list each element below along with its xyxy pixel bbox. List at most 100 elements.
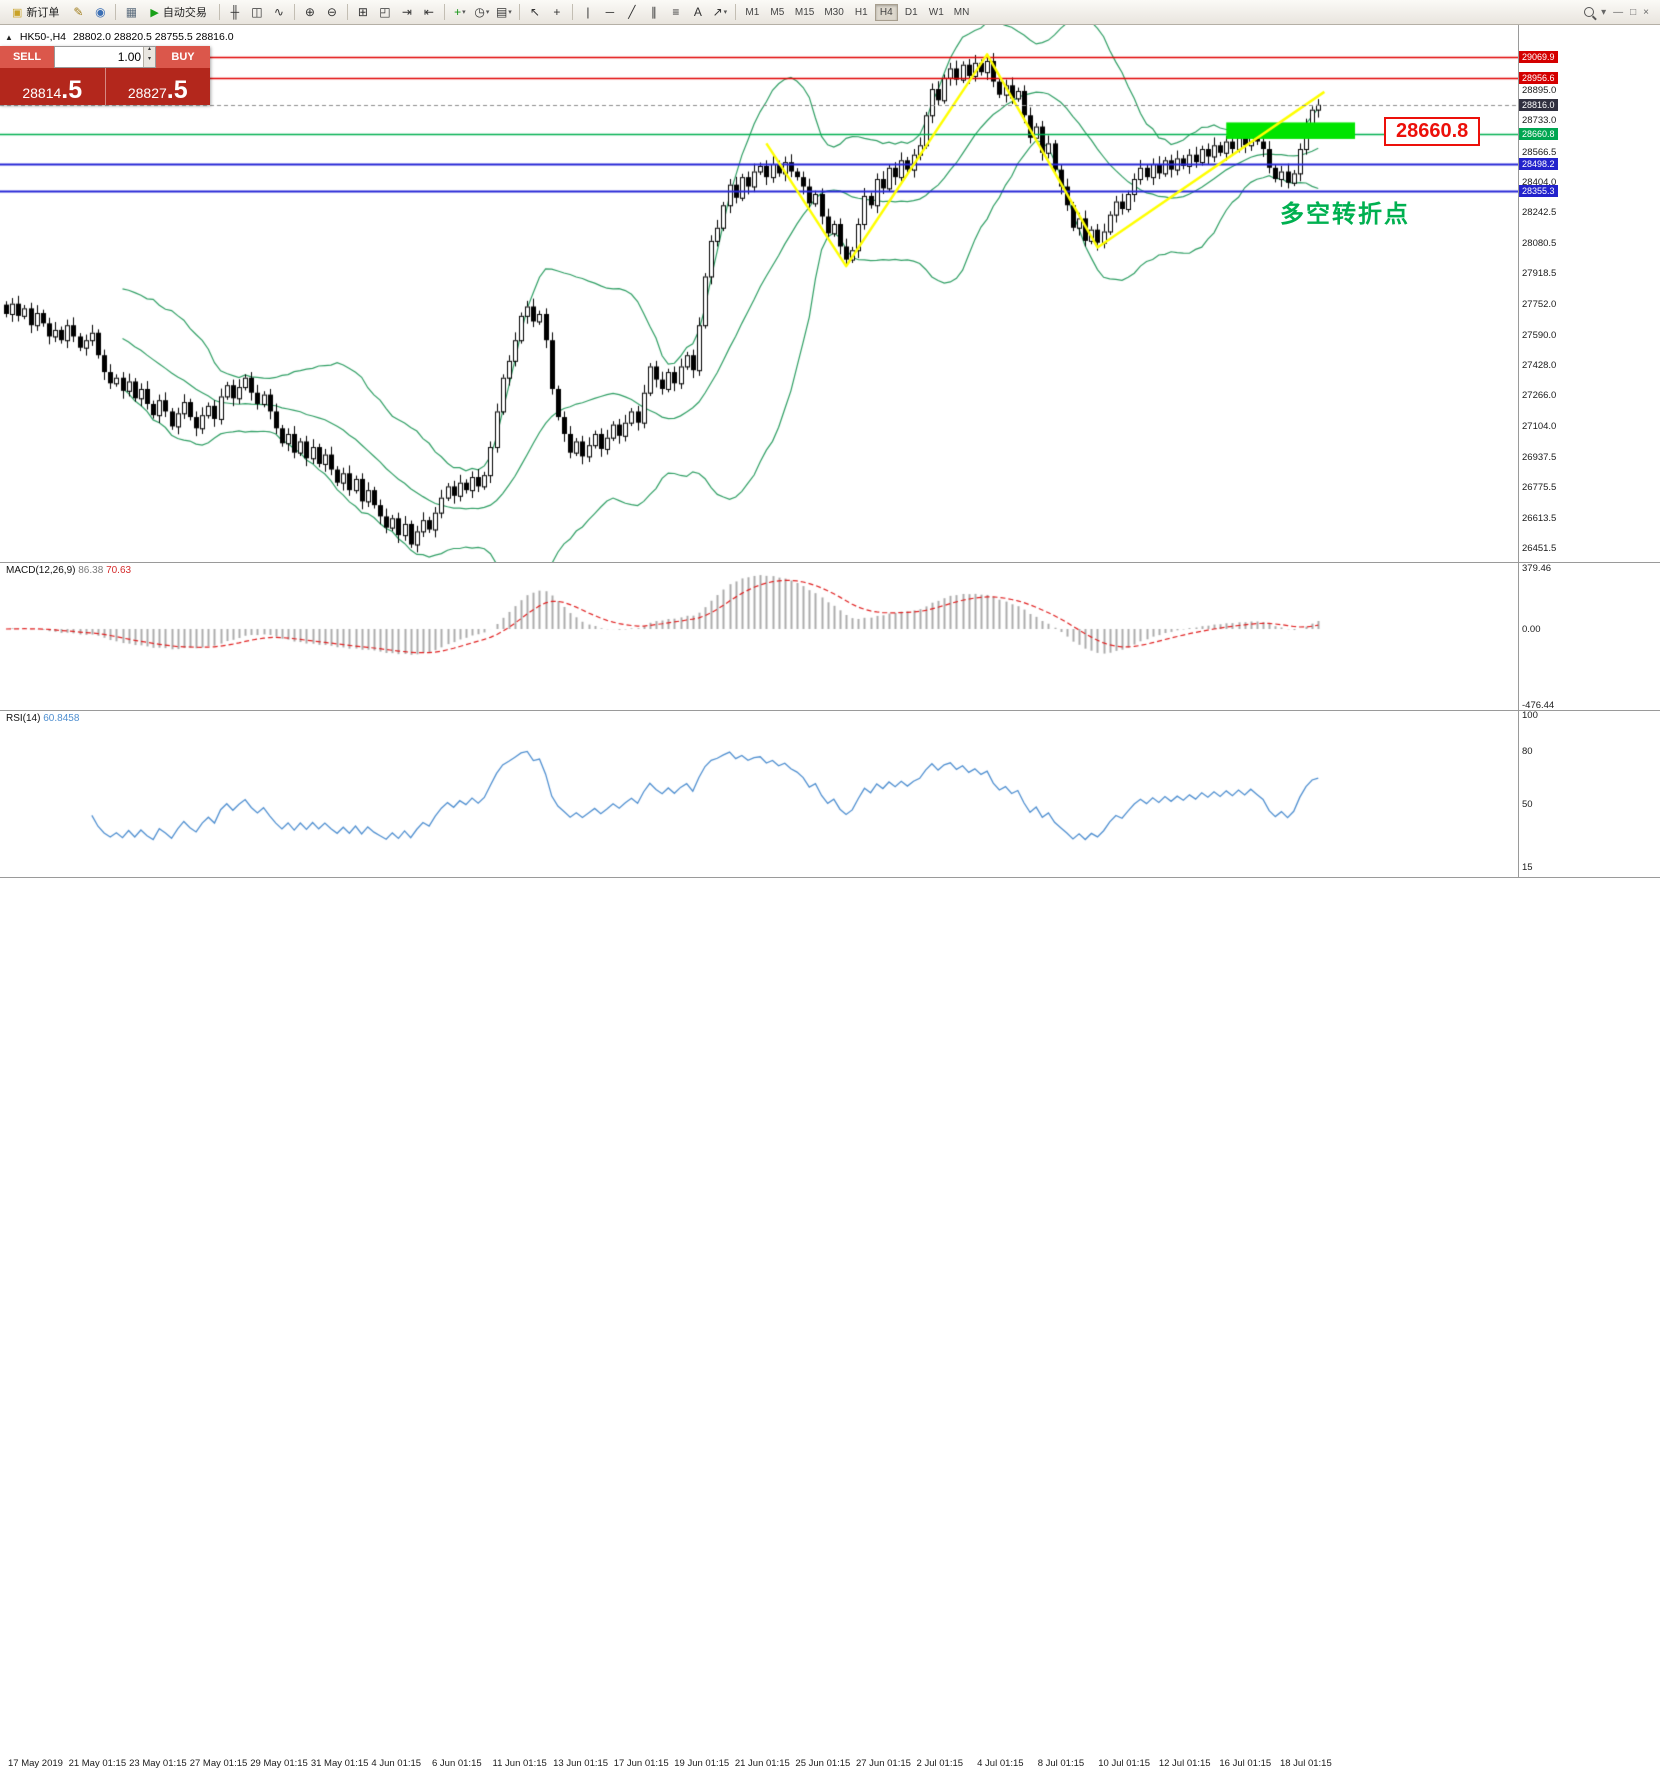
indicators-add-icon[interactable]: + ▾ [454, 5, 466, 19]
price-tag: 28498.2 [1519, 158, 1558, 171]
chart-header: ▲ HK50-,H4 28802.0 28820.5 28755.5 28816… [5, 31, 234, 43]
new-order-button[interactable]: ▣ 新订单 [5, 3, 66, 22]
time-axis-label: 21 May 01:15 [68, 1758, 127, 1769]
zoom-in-icon[interactable]: ⊕ [304, 5, 315, 19]
price-level-label[interactable]: 28660.8 [1384, 117, 1481, 146]
price-axis-label: 26613.5 [1522, 512, 1557, 524]
timeframe-w1-button[interactable]: W1 [925, 4, 948, 21]
volume-down-icon[interactable]: ▾ [148, 56, 152, 62]
channel-icon[interactable]: ∥ [650, 5, 657, 19]
zoom-out-icon[interactable]: ⊖ [326, 5, 337, 19]
time-axis-label: 21 Jun 01:15 [734, 1758, 790, 1769]
crosshair-icon[interactable]: + [553, 5, 561, 19]
rsi-axis-label: 80 [1522, 745, 1533, 757]
timeframe-m15-button[interactable]: M15 [791, 4, 818, 21]
toolbar-separator [115, 4, 117, 20]
toolbar-separator [218, 4, 220, 20]
volume-up-icon[interactable]: ▴ [148, 46, 152, 52]
time-axis-label: 27 Jun 01:15 [855, 1758, 911, 1769]
volume-input[interactable] [55, 47, 144, 67]
time-axis-label: 29 May 01:15 [250, 1758, 308, 1769]
metaeditor-icon[interactable]: ✎ [73, 5, 84, 19]
price-axis-label: 27266.0 [1522, 390, 1557, 402]
price-axis-label: 28404.0 [1522, 177, 1557, 189]
price-axis-label: 28080.5 [1522, 237, 1557, 249]
line-chart-icon[interactable]: ∿ [273, 5, 284, 19]
autotrading-button[interactable]: ▶ 自动交易 [143, 3, 213, 22]
rsi-label: RSI(14) 60.8458 [6, 713, 80, 724]
chart-shift-icon[interactable]: ⇤ [423, 5, 434, 19]
time-axis-label: 4 Jul 01:15 [977, 1758, 1024, 1769]
price-tag: 28660.8 [1519, 127, 1558, 140]
timeframe-h1-button[interactable]: H1 [850, 4, 873, 21]
timeframe-h4-button[interactable]: H4 [874, 3, 898, 21]
price-tag: 29069.9 [1519, 51, 1558, 64]
horizontal-line-icon[interactable]: ─ [605, 5, 615, 19]
new-order-icon: ▣ [12, 6, 23, 19]
new-order-label: 新订单 [26, 7, 60, 19]
trade-panel-prices: 28814.5 28827.5 [0, 68, 210, 105]
rsi-axis-label: 100 [1522, 710, 1538, 721]
price-axis-label: 28895.0 [1522, 85, 1557, 96]
sell-button[interactable]: SELL [0, 46, 54, 68]
one-click-panel-toggle-icon[interactable]: ▲ [5, 32, 13, 42]
time-axis-label: 27 May 01:15 [189, 1758, 248, 1769]
time-axis-label: 12 Jul 01:15 [1158, 1758, 1211, 1769]
cursor-icon[interactable]: ↖ [529, 5, 540, 19]
rsi-axis-label: 50 [1522, 799, 1533, 811]
macd-canvas[interactable] [0, 563, 1518, 709]
time-axis-label: 25 Jun 01:15 [795, 1758, 851, 1769]
text-label-icon[interactable]: A [693, 5, 702, 19]
dropdown-caret-icon: ▾ [462, 9, 466, 16]
macd-label: MACD(12,26,9) 86.38 70.63 [6, 565, 132, 576]
time-axis-label: 4 Jun 01:15 [371, 1758, 422, 1769]
symbol-title: HK50-,H4 [19, 31, 67, 43]
vertical-line-icon[interactable]: | [586, 5, 590, 19]
rsi-axis-label: 15 [1522, 861, 1533, 873]
price-axis-label: 26775.5 [1522, 482, 1557, 494]
candlestick-chart-icon[interactable]: ◫ [251, 5, 263, 19]
cascade-windows-icon[interactable]: ◰ [379, 5, 391, 19]
volume-spinner: ▴ ▾ [143, 46, 155, 67]
search-icon[interactable] [1584, 7, 1595, 17]
periods-icon[interactable]: ◷ ▾ [474, 5, 490, 19]
toolbar-separator [443, 4, 445, 20]
price-axis-label: 28733.0 [1522, 115, 1557, 127]
macd-axis-label: 379.46 [1522, 563, 1552, 575]
panel-separator [0, 877, 1660, 878]
arrows-icon[interactable]: ↗ ▾ [712, 5, 728, 19]
community-icon[interactable]: ◉ [95, 5, 106, 19]
rsi-canvas[interactable] [0, 711, 1518, 876]
buy-price[interactable]: 28827.5 [104, 68, 211, 105]
sell-price[interactable]: 28814.5 [22, 75, 83, 104]
time-axis-label: 11 Jun 01:15 [492, 1758, 547, 1769]
turning-point-annotation[interactable]: 多空转折点 [1280, 201, 1410, 228]
timeframe-mn-button[interactable]: MN [950, 4, 974, 21]
auto-scroll-icon[interactable]: ⇥ [401, 5, 412, 19]
price-tag: 28956.6 [1519, 72, 1558, 85]
buy-button[interactable]: BUY [156, 46, 210, 68]
main-chart-canvas[interactable] [0, 25, 1518, 562]
timeframe-m5-button[interactable]: M5 [766, 4, 789, 21]
time-axis-label: 19 Jun 01:15 [674, 1758, 730, 1769]
minimize-window-icon[interactable]: — [1613, 6, 1624, 18]
toolbar-separator [346, 4, 348, 20]
close-window-icon[interactable]: × [1643, 6, 1649, 18]
tile-windows-icon[interactable]: ⊞ [357, 5, 368, 19]
timeframe-m1-button[interactable]: M1 [741, 4, 764, 21]
profiles-icon[interactable]: ▦ [125, 5, 138, 19]
trendline-icon[interactable]: ╱ [628, 5, 636, 19]
dropdown-caret-icon: ▾ [723, 9, 728, 16]
timeframe-d1-button[interactable]: D1 [900, 4, 923, 21]
timeframe-m30-button[interactable]: M30 [820, 4, 847, 21]
search-caret-icon[interactable]: ▾ [1601, 6, 1607, 18]
toolbar-separator [293, 4, 295, 20]
price-axis-label: 27918.5 [1522, 268, 1557, 280]
time-axis-label: 17 Jun 01:15 [613, 1758, 669, 1769]
time-axis[interactable]: 17 May 2019 21 May 01:15 23 May 01:15 27 Ma… [0, 877, 1518, 1769]
bar-chart-icon[interactable]: ╫ [230, 5, 240, 19]
templates-icon[interactable]: ▤ ▾ [495, 5, 512, 19]
price-axis-label: 27752.0 [1522, 299, 1557, 311]
restore-window-icon[interactable]: □ [1630, 6, 1637, 18]
fibonacci-icon[interactable]: ≡ [672, 5, 680, 19]
